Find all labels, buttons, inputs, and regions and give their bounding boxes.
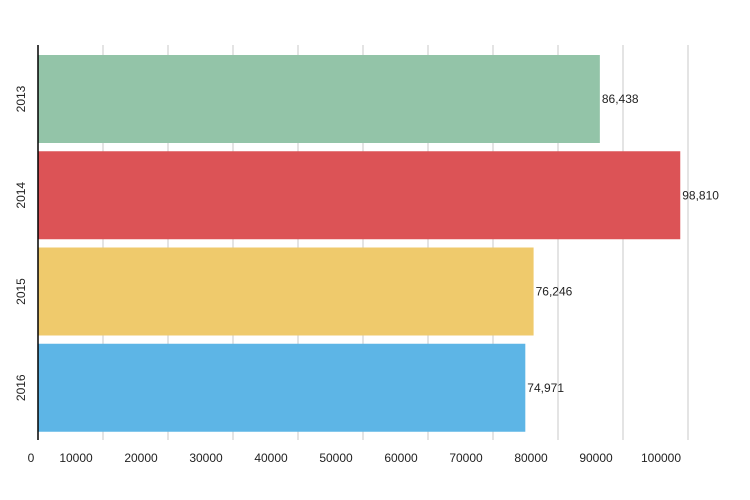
bar-2014 xyxy=(38,151,681,240)
labels: 0 10000 20000 30000 40000 50000 60000 70000 8000… xyxy=(14,85,719,465)
x-tick-label: 0 xyxy=(28,451,35,465)
x-tick-label: 10000 xyxy=(59,451,93,465)
x-tick-label: 90000 xyxy=(579,451,613,465)
bars xyxy=(38,55,681,432)
x-tick-label: 100000 xyxy=(641,451,681,465)
data-label-2016: 74,971 xyxy=(527,381,564,395)
x-tick-label: 70000 xyxy=(449,451,483,465)
x-tick-label: 50000 xyxy=(319,451,353,465)
data-label-2014: 98,810 xyxy=(682,188,719,202)
category-label-2016: 2016 xyxy=(14,374,28,401)
x-tick-label: 40000 xyxy=(254,451,288,465)
data-label-2013: 86,438 xyxy=(602,92,639,106)
category-label-2013: 2013 xyxy=(14,85,28,112)
category-label-2015: 2015 xyxy=(14,278,28,305)
bar-2015 xyxy=(38,247,534,336)
data-label-2015: 76,246 xyxy=(536,285,573,299)
x-tick-label: 20000 xyxy=(124,451,158,465)
x-tick-label: 30000 xyxy=(189,451,223,465)
x-tick-label: 60000 xyxy=(384,451,418,465)
category-label-2014: 2014 xyxy=(14,182,28,209)
x-tick-label: 80000 xyxy=(514,451,548,465)
bar-2016 xyxy=(38,343,526,432)
bar-2013 xyxy=(38,55,600,143)
